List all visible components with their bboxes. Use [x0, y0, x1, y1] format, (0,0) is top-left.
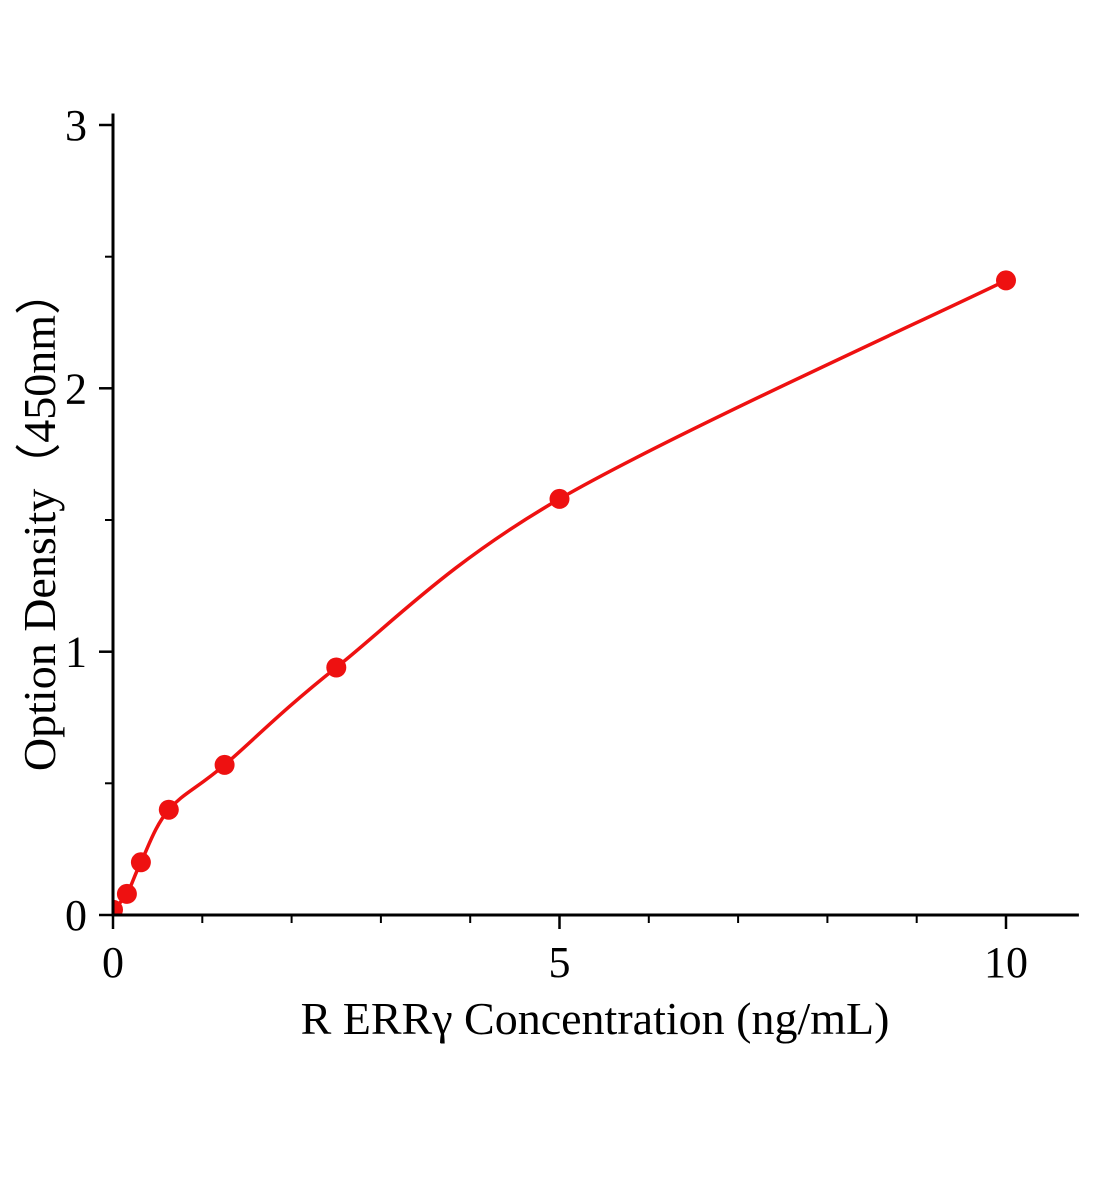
y-tick-label: 0	[65, 891, 87, 940]
data-point	[214, 754, 235, 775]
x-tick-label: 0	[102, 938, 124, 987]
y-tick-label: 3	[65, 101, 87, 150]
data-point	[113, 899, 123, 915]
data-point	[116, 883, 137, 904]
data-point	[549, 488, 570, 509]
y-axis-title: Option Density（450nm）	[14, 268, 65, 772]
x-axis-title: R ERRγ Concentration (ng/mL)	[300, 993, 890, 1044]
fit-curve	[113, 278, 1008, 912]
x-tick-label: 5	[549, 938, 571, 987]
data-point	[996, 270, 1016, 291]
y-tick-label: 2	[65, 364, 87, 413]
data-point	[158, 799, 179, 820]
y-tick-label: 1	[65, 628, 87, 677]
data-point	[130, 852, 151, 873]
x-tick-label: 10	[984, 938, 1028, 987]
data-layer	[113, 270, 1016, 915]
data-point	[326, 657, 347, 678]
